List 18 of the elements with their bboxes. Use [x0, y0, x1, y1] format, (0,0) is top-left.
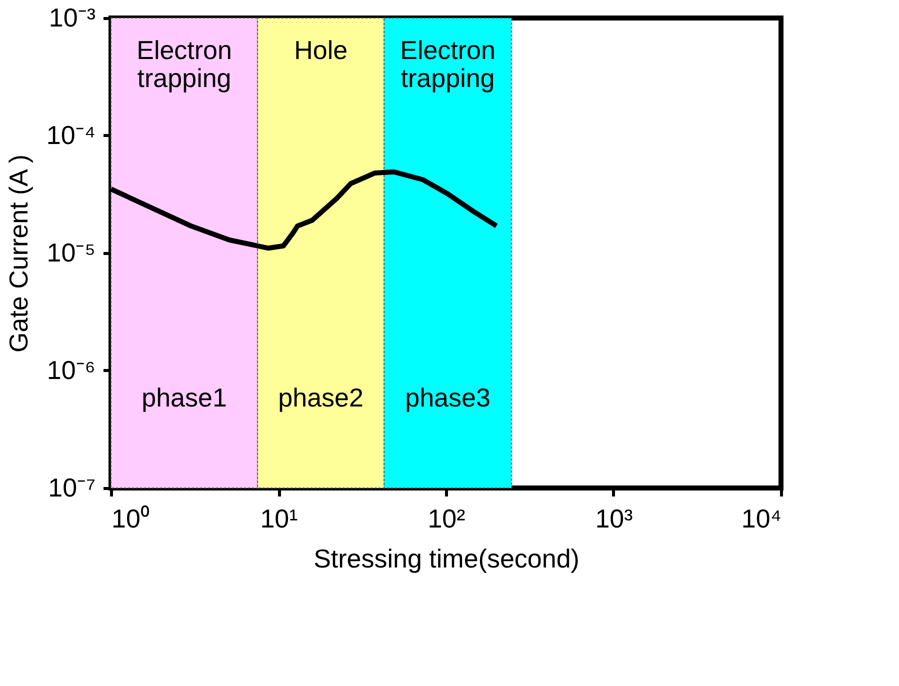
- annotation: phase3: [405, 382, 490, 413]
- y-tick-label: 10⁻⁶: [46, 355, 96, 385]
- band-label: Hole: [294, 35, 348, 65]
- x-tick-label: 10⁴: [741, 504, 782, 534]
- annotation: phase1: [142, 382, 227, 413]
- x-tick-label: 10¹: [260, 504, 298, 534]
- y-tick-label: 10⁻⁴: [46, 120, 96, 150]
- band-label: Electron trapping: [136, 35, 232, 93]
- y-tick-label: 10⁻⁵: [46, 238, 96, 268]
- x-tick-label: 10⁰: [112, 504, 150, 534]
- x-tick-label: 10³: [595, 504, 634, 534]
- x-tick-label: 10²: [428, 504, 466, 534]
- annotation: phase2: [278, 382, 364, 413]
- y-tick-label: 10⁻³: [48, 2, 96, 32]
- band-label: Electron trapping: [400, 35, 496, 93]
- y-tick-label: 10⁻⁷: [48, 472, 96, 502]
- x-axis-title: Stressing time(second): [314, 544, 580, 574]
- y-axis-title: Gate Current (A ): [3, 154, 34, 352]
